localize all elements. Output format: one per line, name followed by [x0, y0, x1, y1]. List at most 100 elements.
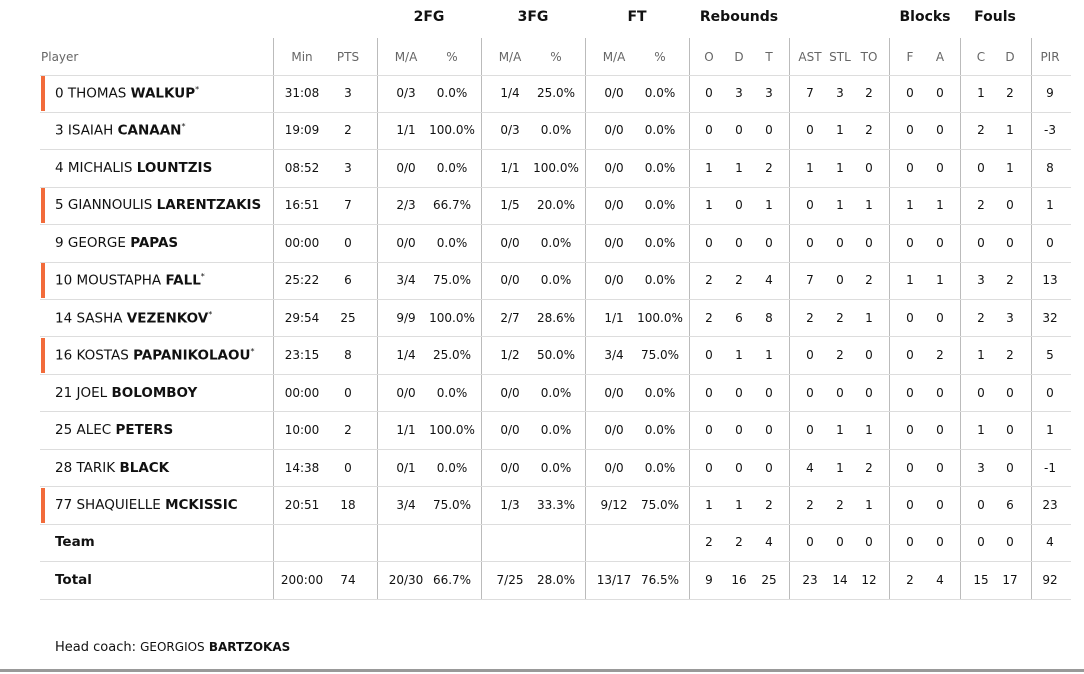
stat-cell: 0 [977, 235, 985, 250]
stat-cell: 7 [344, 198, 352, 213]
stat-cell: 0 [906, 497, 914, 512]
stat-cell: 4 [765, 273, 773, 288]
stat-cell: 2 [865, 123, 873, 138]
stat-cell: 1 [906, 273, 914, 288]
first-name: GIANNOULIS [67, 197, 153, 214]
stat-cell: 1 [836, 160, 844, 175]
player-name: 3 ISAIAH CANAAN* [55, 122, 185, 139]
row-divider [40, 149, 1071, 150]
player-number: 21 [55, 384, 73, 401]
stat-cell: 2 [836, 348, 844, 363]
stat-cell: 0 [765, 423, 773, 438]
stat-cell: 0/3 [500, 123, 520, 138]
player-name: 77 SHAQUIELLE MCKISSIC [55, 497, 238, 513]
stat-cell: 0 [735, 423, 743, 438]
stat-cell: 1 [977, 86, 985, 100]
stat-cell: 16 [731, 572, 747, 587]
stat-cell: 19:09 [284, 123, 320, 138]
stat-cell: 74 [340, 572, 356, 587]
stat-cell: 0 [936, 160, 944, 175]
row-divider [40, 449, 1071, 450]
stat-cell: 0 [906, 460, 914, 475]
stat-cell: 4 [936, 572, 944, 587]
stat-cell: 3/4 [396, 497, 416, 512]
stat-cell: 100.0% [429, 423, 475, 438]
stat-cell: 0 [906, 123, 914, 138]
stat-cell: 1 [735, 160, 743, 175]
player-number: 25 [55, 422, 73, 439]
stat-cell: 2 [1006, 273, 1014, 288]
stat-cell: 14 [832, 572, 848, 587]
stat-cell: 29:54 [284, 310, 320, 325]
player-number: 10 [55, 272, 73, 289]
stat-cell: 3/4 [604, 348, 624, 363]
stat-cell: 2/3 [396, 198, 416, 213]
player-name: Team [55, 534, 95, 550]
stat-cell: 0/0 [500, 460, 520, 475]
last-name: FALL [165, 272, 201, 289]
player-name: 9 GEORGE PAPAS [55, 235, 178, 251]
stat-cell: 1 [705, 198, 713, 213]
stat-cell: 00:00 [284, 235, 320, 250]
column-header: M/A [394, 50, 418, 64]
coach-label: Head coach: [55, 640, 136, 655]
stat-cell: 25 [761, 572, 777, 587]
stat-cell: 25 [340, 310, 356, 325]
stat-cell: 1 [836, 423, 844, 438]
stat-cell: 0 [836, 235, 844, 250]
player-number: 9 [55, 234, 64, 251]
stat-cell: 0/0 [604, 160, 624, 175]
stat-cell: 2 [705, 535, 713, 550]
stat-cell: 13 [1042, 273, 1058, 288]
stat-cell: 0 [906, 310, 914, 325]
group-header: Fouls [974, 9, 1016, 25]
last-name: LOUNTZIS [136, 159, 213, 176]
stat-cell: 0 [705, 348, 713, 363]
stat-cell: -3 [1044, 123, 1056, 138]
stat-cell: 2 [765, 160, 773, 175]
stat-cell: 0.0% [644, 423, 676, 438]
stat-cell: 1 [865, 310, 873, 325]
starter-bar [41, 188, 45, 223]
stat-cell: 0 [865, 385, 873, 400]
stat-cell: 0 [936, 86, 944, 100]
stat-cell: 7 [806, 86, 814, 100]
stat-cell: 1/5 [500, 198, 520, 213]
first-name: ALEC [76, 422, 112, 439]
stat-cell: 0 [936, 385, 944, 400]
column-header: C [976, 50, 986, 64]
stat-cell: 1 [1006, 160, 1014, 175]
stat-cell: 1 [836, 198, 844, 213]
stat-cell: 0 [344, 385, 352, 400]
stat-cell: 0 [1046, 235, 1054, 250]
coach-last: BARTZOKAS [208, 640, 291, 654]
stat-cell: 9/9 [396, 310, 416, 325]
stat-cell: 10:00 [284, 423, 320, 438]
coach-first: GEORGIOS [140, 640, 205, 654]
stat-cell: 0 [806, 235, 814, 250]
row-label: Team [55, 534, 95, 551]
starter-bar [41, 338, 45, 373]
stat-cell: 1 [865, 198, 873, 213]
stat-cell: 0/0 [396, 385, 416, 400]
stat-cell: 0 [344, 235, 352, 250]
stat-cell: 1/1 [396, 423, 416, 438]
first-name: JOEL [76, 384, 108, 401]
stat-cell: 1 [1046, 198, 1054, 213]
stat-cell: 0.0% [436, 160, 468, 175]
stat-cell: 13/17 [596, 572, 632, 587]
stat-cell: 2 [906, 572, 914, 587]
stat-cell: 5 [1046, 348, 1054, 363]
group-header: 2FG [413, 9, 445, 25]
column-divider [273, 38, 274, 599]
player-number: 28 [55, 459, 73, 476]
stat-cell: 0/0 [604, 123, 624, 138]
stat-cell: 0.0% [644, 86, 676, 100]
stat-cell: 0 [906, 160, 914, 175]
first-name: SASHA [76, 309, 123, 326]
stat-cell: -1 [1044, 460, 1056, 475]
stat-cell: 0 [705, 123, 713, 138]
player-number: 4 [55, 159, 64, 176]
stat-cell: 0 [806, 385, 814, 400]
player-name: 14 SASHA VEZENKOV* [55, 309, 212, 326]
